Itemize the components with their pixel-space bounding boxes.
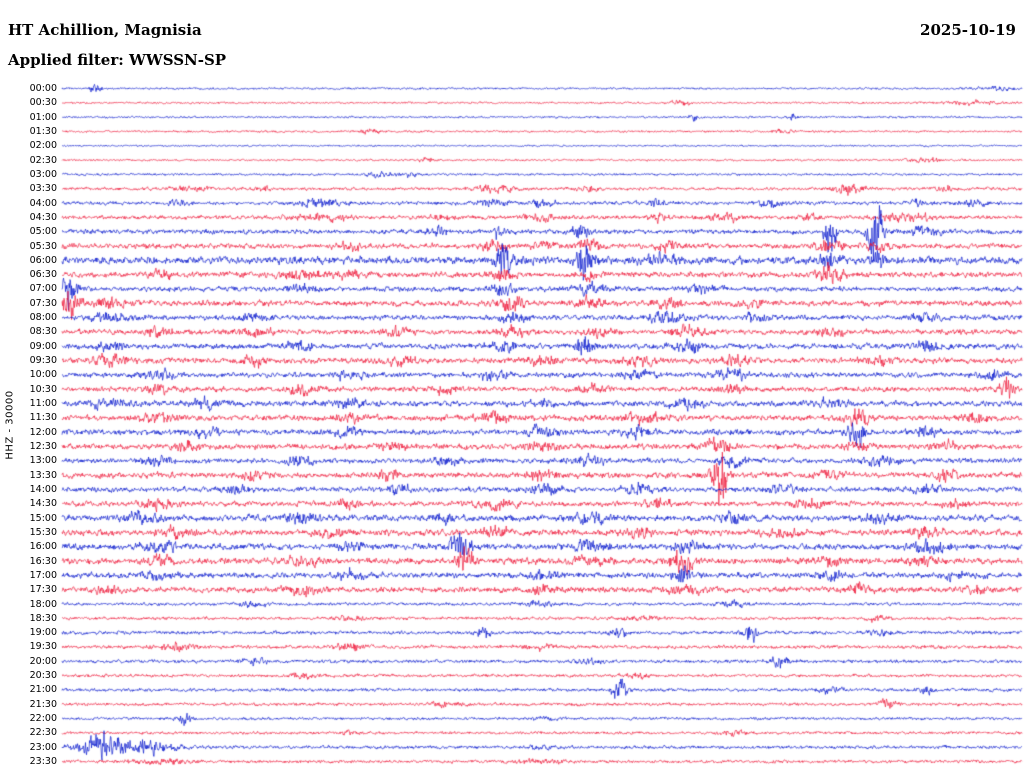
time-label-13:00: 13:00 — [29, 455, 57, 467]
time-label-03:00: 03:00 — [29, 168, 57, 180]
time-label-02:00: 02:00 — [29, 140, 57, 152]
time-label-09:30: 09:30 — [29, 355, 57, 367]
time-label-08:00: 08:00 — [29, 312, 57, 324]
time-label-18:00: 18:00 — [29, 598, 57, 610]
time-label-17:00: 17:00 — [29, 569, 57, 581]
time-label-22:30: 22:30 — [29, 727, 57, 739]
time-label-16:30: 16:30 — [29, 555, 57, 567]
time-label-06:00: 06:00 — [29, 254, 57, 266]
time-label-14:00: 14:00 — [29, 483, 57, 495]
time-label-03:30: 03:30 — [29, 183, 57, 195]
time-label-19:00: 19:00 — [29, 627, 57, 639]
time-label-07:30: 07:30 — [29, 297, 57, 309]
time-label-00:30: 00:30 — [29, 97, 57, 109]
time-label-00:00: 00:00 — [29, 83, 57, 94]
time-label-15:00: 15:00 — [29, 512, 57, 524]
time-label-07:00: 07:00 — [29, 283, 57, 295]
time-label-12:30: 12:30 — [29, 441, 57, 452]
time-label-04:00: 04:00 — [29, 197, 57, 209]
time-label-10:00: 10:00 — [29, 369, 57, 381]
time-label-05:00: 05:00 — [29, 226, 57, 238]
time-label-21:30: 21:30 — [29, 698, 57, 710]
record-date: 2025-10-19 — [920, 21, 1016, 39]
time-label-12:00: 12:00 — [29, 426, 57, 438]
time-label-22:00: 22:00 — [29, 713, 57, 725]
time-label-17:30: 17:30 — [29, 584, 57, 596]
time-label-16:00: 16:00 — [29, 541, 57, 553]
time-label-08:30: 08:30 — [29, 326, 57, 338]
time-label-20:30: 20:30 — [29, 670, 57, 682]
time-label-02:30: 02:30 — [29, 154, 57, 166]
time-label-04:30: 04:30 — [29, 211, 57, 223]
time-label-01:00: 01:00 — [29, 111, 57, 123]
time-label-23:30: 23:30 — [29, 756, 57, 768]
filter-label: Applied filter: WWSSN-SP — [8, 51, 227, 69]
time-label-23:00: 23:00 — [29, 741, 57, 753]
time-label-13:30: 13:30 — [29, 469, 57, 481]
time-label-09:00: 09:00 — [29, 340, 57, 352]
time-label-10:30: 10:30 — [29, 383, 57, 395]
time-label-06:30: 06:30 — [29, 269, 57, 281]
time-label-19:30: 19:30 — [29, 641, 57, 653]
time-label-11:00: 11:00 — [29, 398, 57, 410]
time-label-05:30: 05:30 — [29, 240, 57, 252]
time-label-20:00: 20:00 — [29, 655, 57, 667]
time-label-21:00: 21:00 — [29, 684, 57, 696]
time-label-14:30: 14:30 — [29, 498, 57, 510]
station-title: HT Achillion, Magnisia — [8, 21, 202, 39]
time-label-11:30: 11:30 — [29, 412, 57, 424]
time-label-18:30: 18:30 — [29, 612, 57, 624]
time-label-01:30: 01:30 — [29, 125, 57, 137]
time-label-15:30: 15:30 — [29, 526, 57, 538]
